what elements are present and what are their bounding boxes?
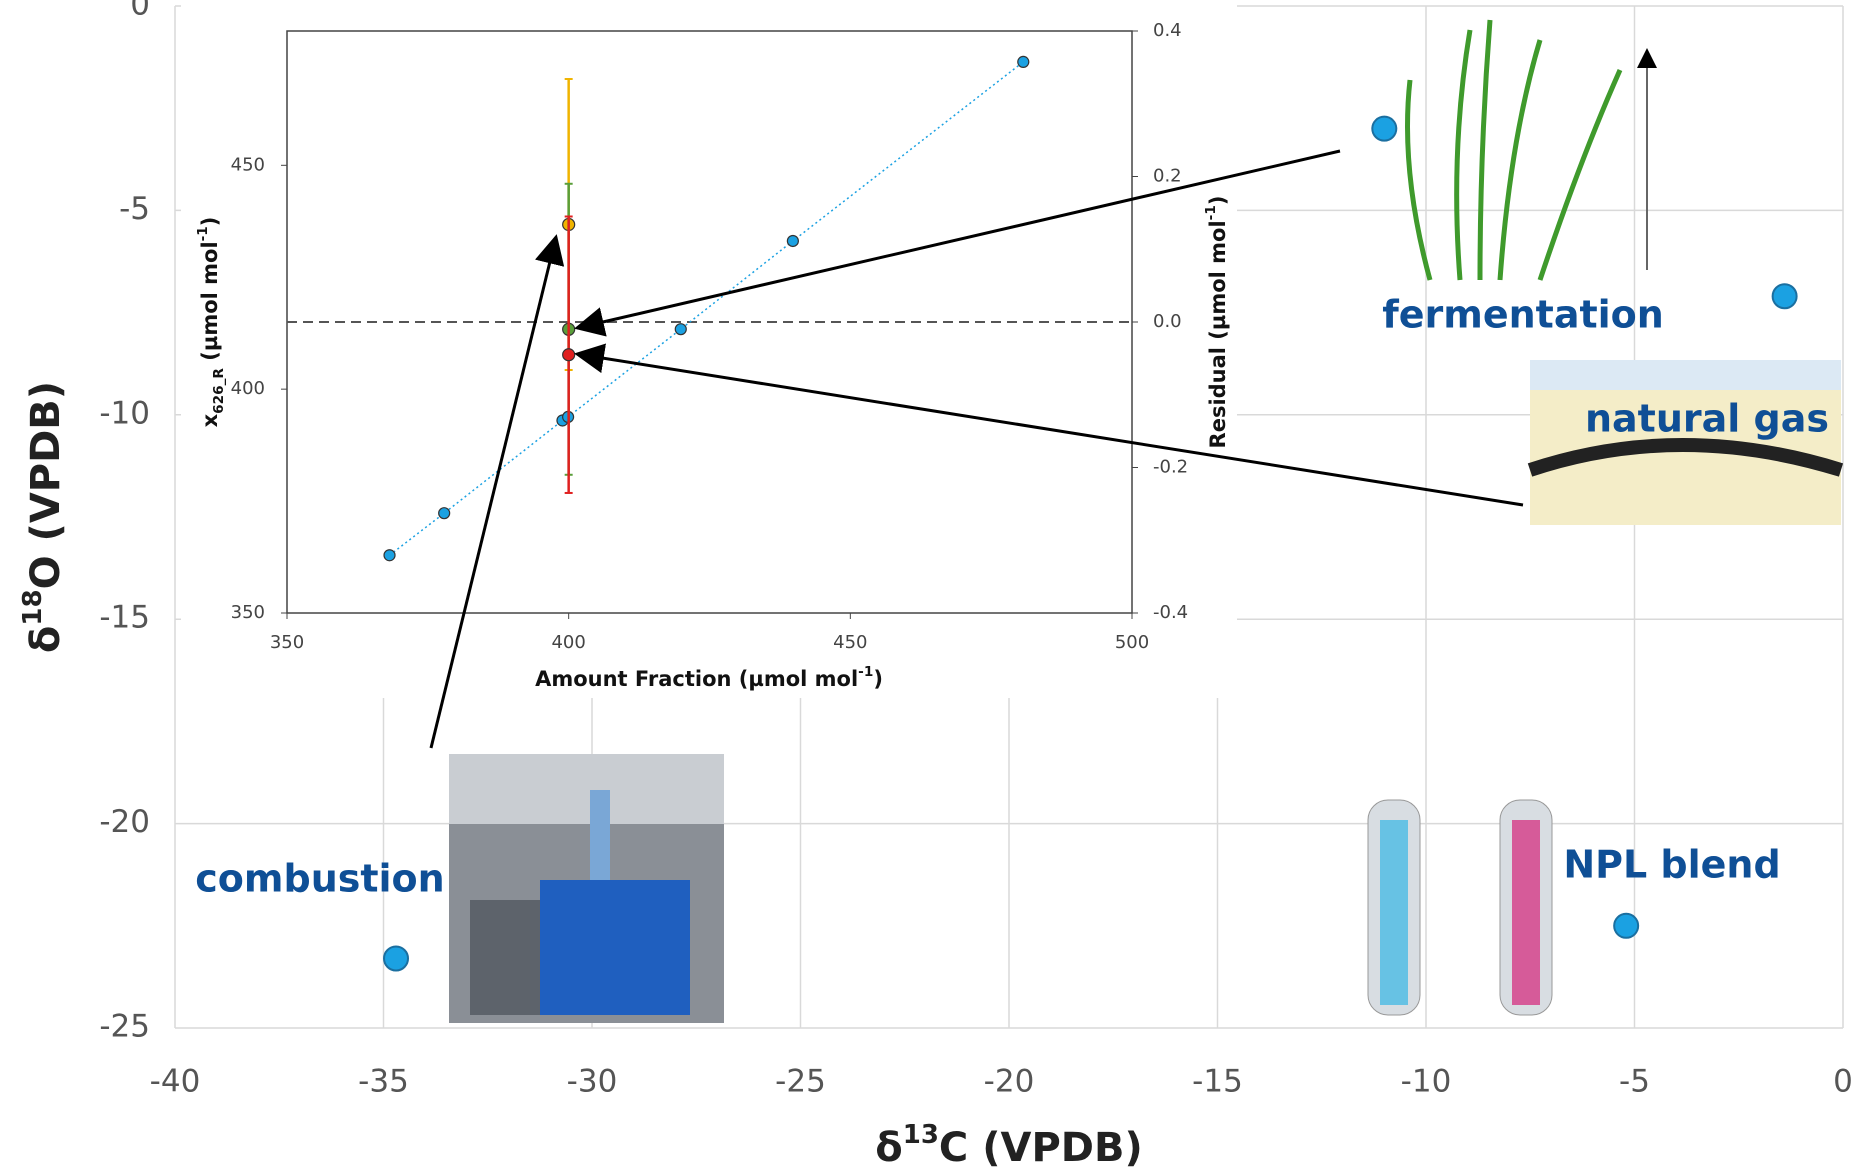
x-tick-label: -40 xyxy=(150,1064,201,1100)
y-axis-title-part: (µmol mol xyxy=(198,241,222,368)
y-axis-title-part: 18 xyxy=(18,589,48,625)
data-point xyxy=(1372,117,1396,141)
x-tick-label: 450 xyxy=(833,632,867,653)
x-tick-label: 350 xyxy=(270,632,304,653)
y2-axis-title-part: ) xyxy=(1206,196,1230,206)
y-tick-label: 0 xyxy=(130,0,150,23)
natural-gas-strata xyxy=(1530,360,1841,525)
y-tick-label: 400 xyxy=(231,378,265,399)
y2-tick-label: -0.4 xyxy=(1153,602,1188,623)
data-point xyxy=(787,235,798,246)
x-tick-label: 500 xyxy=(1115,632,1149,653)
y2-axis-title-part: -1 xyxy=(1203,205,1219,220)
x-axis-title-part: Amount Fraction (µmol mol xyxy=(535,667,858,691)
x-axis-title: Amount Fraction (µmol mol-1) xyxy=(535,664,883,691)
data-point xyxy=(563,349,575,361)
x-tick-label: -5 xyxy=(1619,1064,1650,1100)
y-axis-title-part: ) xyxy=(198,217,222,227)
y-axis-title-part: δ xyxy=(23,626,69,653)
point-label: natural gas xyxy=(1585,397,1829,441)
x-tick-label: -20 xyxy=(984,1064,1035,1100)
data-point xyxy=(439,508,450,519)
figure: -40 -35 -30 -25 -20 -15 -10 -5 0 -25 -20 -15 -10 -5 0 δ… xyxy=(0,0,1865,1167)
data-point xyxy=(1614,914,1638,938)
y-tick-label: -25 xyxy=(99,1009,150,1045)
data-point xyxy=(1018,56,1029,67)
x-tick-label: -15 xyxy=(1192,1064,1243,1100)
x-tick-label: -25 xyxy=(775,1064,826,1100)
inset-background xyxy=(181,0,1237,698)
y-tick-label: 350 xyxy=(231,602,265,623)
y-tick-label: -5 xyxy=(119,191,150,227)
x-tick-label: 0 xyxy=(1833,1064,1853,1100)
x-tick-label: -35 xyxy=(358,1064,409,1100)
y-axis-title-part: -1 xyxy=(195,226,211,241)
y2-tick-label: -0.2 xyxy=(1153,457,1188,478)
y2-axis-title: Residual (µmol mol-1) xyxy=(1203,196,1230,449)
point-label: fermentation xyxy=(1382,293,1664,337)
x-axis-title-part: ) xyxy=(873,667,883,691)
y-tick-label: -20 xyxy=(99,804,150,840)
data-point xyxy=(384,550,395,561)
y-axis-title: δ18O (VPDB) xyxy=(18,381,70,653)
y2-axis-title-part: Residual (µmol mol xyxy=(1206,220,1230,448)
point-label: combustion xyxy=(195,857,444,901)
y-axis-title-part: O (VPDB) xyxy=(23,381,69,589)
data-point xyxy=(675,324,686,335)
y2-tick-label: 0.2 xyxy=(1153,166,1182,187)
data-point xyxy=(1773,284,1797,308)
x-axis-title-part: 13 xyxy=(903,1120,939,1150)
data-point xyxy=(384,947,408,971)
y-axis-title-part: 626_R xyxy=(211,368,227,414)
x-axis-title-part: -1 xyxy=(858,664,873,680)
y2-tick-label: 0.4 xyxy=(1153,20,1182,41)
y-tick-label: -15 xyxy=(99,600,150,636)
combustion-photo xyxy=(449,754,724,1023)
point-label: NPL blend xyxy=(1563,843,1780,887)
y-tick-label: 450 xyxy=(231,154,265,175)
npl-blend-cylinders xyxy=(1368,800,1552,1015)
y-axis-title-part: x xyxy=(198,413,222,427)
fermentation-plant xyxy=(1408,20,1648,280)
x-tick-label: 400 xyxy=(551,632,585,653)
y2-tick-label: 0.0 xyxy=(1153,311,1182,332)
x-axis-title: δ13C (VPDB) xyxy=(875,1120,1142,1167)
x-axis-title-part: δ xyxy=(875,1125,902,1167)
y-tick-label: -10 xyxy=(99,395,150,431)
x-tick-label: -10 xyxy=(1401,1064,1452,1100)
x-tick-label: -30 xyxy=(567,1064,618,1100)
x-axis-title-part: C (VPDB) xyxy=(939,1125,1143,1167)
